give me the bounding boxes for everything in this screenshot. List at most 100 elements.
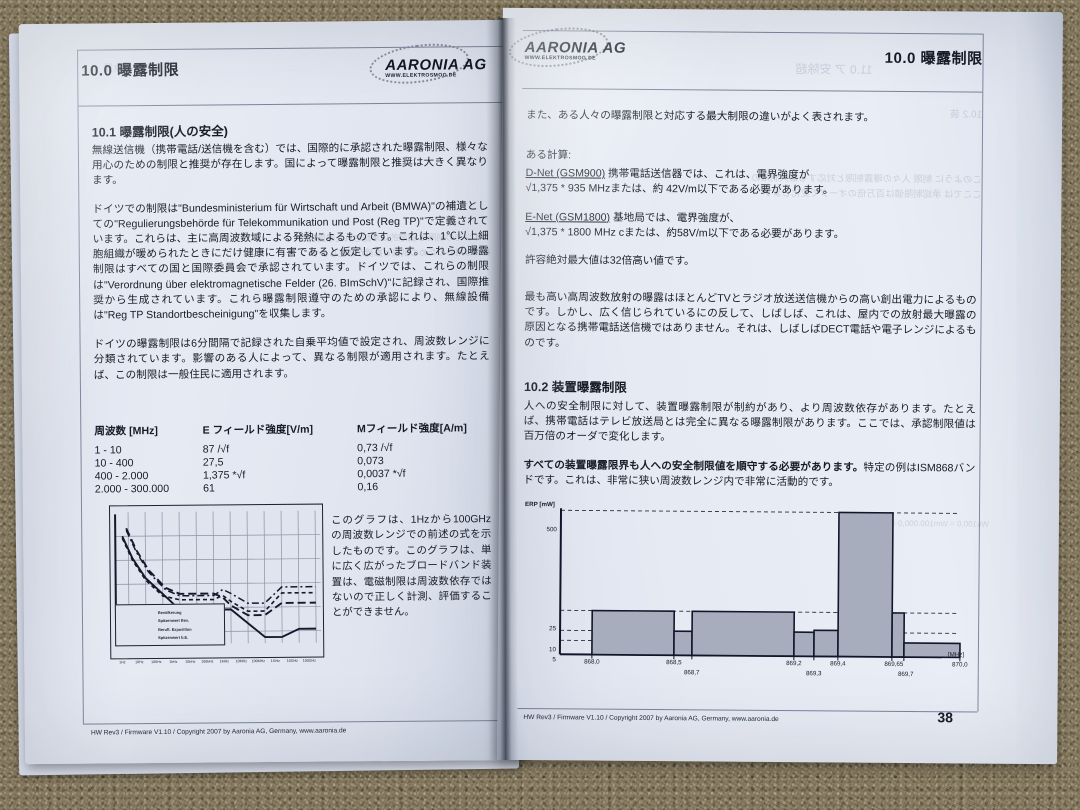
- header-bottom-rule: [77, 101, 520, 107]
- cell-e-field: 61: [203, 482, 215, 495]
- line-chart-legend: Bevölkerung Spitzenwert Bev. Beruft. Exp…: [114, 603, 226, 647]
- section-10-1: 10.1 曝露制限(人の安全) 無線送信機（携帯電話/送信機を含む）では、国際的…: [92, 118, 490, 383]
- erp-bar-chart: ERP [mW] 500 25 10 5 868,0 868,5 869,2 8…: [522, 488, 975, 682]
- cell-m-field: 0,0037 *√f: [357, 467, 406, 481]
- x-axis-label: [MHz]: [947, 651, 965, 659]
- x-tick-869-4: 869,4: [830, 660, 846, 668]
- col-frequency: 周波数 [MHz]: [94, 424, 158, 438]
- y-tick-10: 10: [549, 646, 556, 654]
- aaronia-logo-left: AARONIA AG WWW.ELEKTROSMOG.DE: [385, 56, 487, 79]
- header-bottom-rule: [522, 87, 983, 93]
- x-tick: 100kHz: [201, 659, 214, 664]
- enet-line1: 基地局では、電界強度が、: [613, 211, 741, 225]
- line-chart-caption-text: このグラフは、1Hzから100GHzの周波数レンジでの前述の式を示したものです。…: [331, 514, 492, 619]
- legend-label: Spitzenwert b.E.: [158, 634, 189, 641]
- footer-rule: [517, 707, 978, 713]
- legend-label: Spitzenwert Bev.: [157, 617, 189, 624]
- bar-868-5: [673, 630, 693, 657]
- bar-868-7: [691, 610, 796, 657]
- enet-line2: √1,375 * 1800 MHz cまたは、約58V/m以下である必要がありま…: [525, 225, 845, 241]
- section-10-1-heading: 10.1 曝露制限(人の安全): [91, 124, 228, 140]
- right-para-top: また、ある人々の曝露制限と対応する最大制限の違いがよく表されます。: [526, 108, 978, 127]
- table-row: 2.000 - 300.000 61 0,16: [95, 480, 468, 496]
- logo-brand-text: AARONIA AG: [524, 38, 627, 57]
- line-chart-caption: このグラフは、1Hzから100GHzの周波数レンジでの前述の式を示したものです。…: [331, 512, 492, 621]
- section-10-1-para-2: ドイツでの制限は"Bundesministerium für Wirtschaf…: [92, 199, 490, 322]
- bar-869-2: [793, 631, 815, 658]
- legend-label: Beruft. Exposition: [158, 626, 192, 632]
- cell-m-field: 0,073: [357, 454, 384, 468]
- cell-e-field: 1,375 *√f: [202, 469, 246, 482]
- section-10-1-para-3: ドイツの曝露制限は6分間隔で記録された自乗平均値で設定され、周波数レンジに分類さ…: [93, 335, 490, 382]
- section-10-2-para-1: 人への安全制限に対して、装置曝露制限が制約があり、より周波数依存があります。たと…: [523, 399, 976, 444]
- right-para-top-text: また、ある人々の曝露制限と対応する最大制限の違いがよく表されます。: [526, 108, 875, 124]
- col-m-field: Mフィールド強度[A/m]: [356, 422, 467, 436]
- footer-rule: [82, 719, 525, 725]
- page-number: 38: [937, 709, 954, 726]
- right-para-mid: 最も高い高周波数放射の曝露はほとんどTVとラジオ放送送信機からの高い創出電力によ…: [524, 290, 976, 354]
- calc-note: 許容絶対最大値は32倍高い値です。: [524, 254, 695, 268]
- dnet-line2: √1,375 * 935 MHzまたは、約 42V/m以下である必要があります。: [525, 182, 834, 197]
- left-margin-rule: [77, 49, 84, 724]
- right-header-title: 10.0 曝露制限: [884, 49, 983, 68]
- cell-frequency: 400 - 2.000: [94, 470, 149, 483]
- calc-heading: ある計算:: [525, 148, 572, 162]
- bar-868-0: [591, 609, 676, 656]
- x-tick: 1kHz: [169, 659, 178, 664]
- enet-label: E-Net (GSM1800): [525, 210, 611, 224]
- cell-m-field: 0,73 /√f: [357, 441, 393, 454]
- section-10-2-para-2-bold: すべての装置曝露限界も人への安全制限値を順守する必要があります。: [523, 458, 864, 474]
- right-margin-rule: [977, 33, 984, 712]
- x-tick-869-3: 869,3: [805, 670, 822, 678]
- cell-frequency: 10 - 400: [94, 456, 134, 470]
- section-10-2: 10.2 装置曝露制限 人への安全制限に対して、装置曝露制限が制約があり、より周…: [523, 376, 976, 492]
- cell-m-field: 0,16: [357, 481, 379, 494]
- section-10-1-para-1: 無線送信機（携帯電話/送信機を含む）では、国際的に承認された曝露制限、様々な用心…: [91, 141, 489, 187]
- limits-table-wrapper: 周波数 [MHz] E フィールド強度[V/m] Mフィールド強度[A/m] 1…: [94, 420, 467, 496]
- x-tick: 1Hz: [119, 660, 126, 665]
- x-tick-869-7: 869,7: [897, 670, 914, 679]
- x-tick-870-0: 870,0: [952, 661, 968, 669]
- logo-brand-text: AARONIA AG: [385, 56, 487, 74]
- limits-table: 周波数 [MHz] E フィールド強度[V/m] Mフィールド強度[A/m] 1…: [94, 420, 467, 496]
- x-tick-869-2: 869,2: [786, 660, 802, 668]
- x-tick-868-0: 868,0: [584, 658, 600, 666]
- calculation-block: ある計算: D-Net (GSM900) 携帯電話送信器では、これは、電界強度が…: [525, 148, 978, 272]
- cell-e-field: 87 /√f: [202, 442, 230, 456]
- y-axis-label: ERP [mW]: [525, 501, 555, 509]
- aaronia-logo-right: AARONIA AG WWW.ELEKTROSMOG.DE: [524, 38, 627, 62]
- x-tick: 100GHz: [302, 658, 316, 663]
- bar-869-65: [891, 612, 906, 658]
- left-page: ごこめ象兄 ドイツでの制限は 国際的に承認された曝露制限 様々な用心のための制限…: [18, 19, 526, 765]
- header-top-rule: [522, 29, 983, 35]
- exposure-limit-line-chart: Bevölkerung Spitzenwert Bev. Beruft. Exp…: [108, 503, 325, 660]
- cell-e-field: 27,5: [202, 456, 224, 469]
- dnet-label: D-Net (GSM900): [525, 167, 606, 180]
- dnet-line1: 携帯電話送信器では、これは、電界強度が: [608, 167, 810, 182]
- cell-frequency: 1 - 10: [94, 443, 122, 457]
- x-tick: 10GHz: [286, 658, 298, 663]
- left-footer-text: HW Rev3 / Firmware V1.10 / Copyright 200…: [90, 727, 347, 737]
- bar-869-4: [837, 511, 894, 658]
- bar-chart-bars: [591, 511, 961, 659]
- x-tick: 10MHz: [235, 659, 248, 664]
- legend-label: Bevölkerung: [157, 609, 182, 615]
- bar-chart-svg: [558, 508, 961, 662]
- x-tick: 10kHz: [185, 659, 196, 664]
- right-page: 11.0 ア 安除超 10.2 装 このように 制限 人々の曝露制限と対応する最…: [497, 7, 1063, 765]
- x-tick-868-5: 868,5: [666, 659, 682, 667]
- x-tick: 1MHz: [219, 659, 230, 664]
- section-10-2-heading: 10.2 装置曝露制限: [523, 379, 627, 395]
- y-tick-25: 25: [549, 625, 557, 633]
- header-top-rule: [77, 45, 519, 51]
- y-tick-500: 500: [546, 526, 557, 534]
- y-tick-5: 5: [552, 656, 556, 664]
- legend-item: Spitzenwert b.E.: [120, 633, 220, 642]
- x-tick-869-65: 869,65: [884, 660, 904, 668]
- x-tick-868-7: 868,7: [683, 669, 700, 677]
- right-footer-text: HW Rev3 / Firmware V1.10 / Copyright 200…: [523, 713, 779, 724]
- x-tick: 10Hz: [135, 660, 144, 665]
- right-para-mid-text: 最も高い高周波数放射の曝露はほとんどTVとラジオ放送送信機からの高い創出電力によ…: [524, 290, 977, 349]
- col-e-field: E フィールド強度[V/m]: [202, 423, 314, 437]
